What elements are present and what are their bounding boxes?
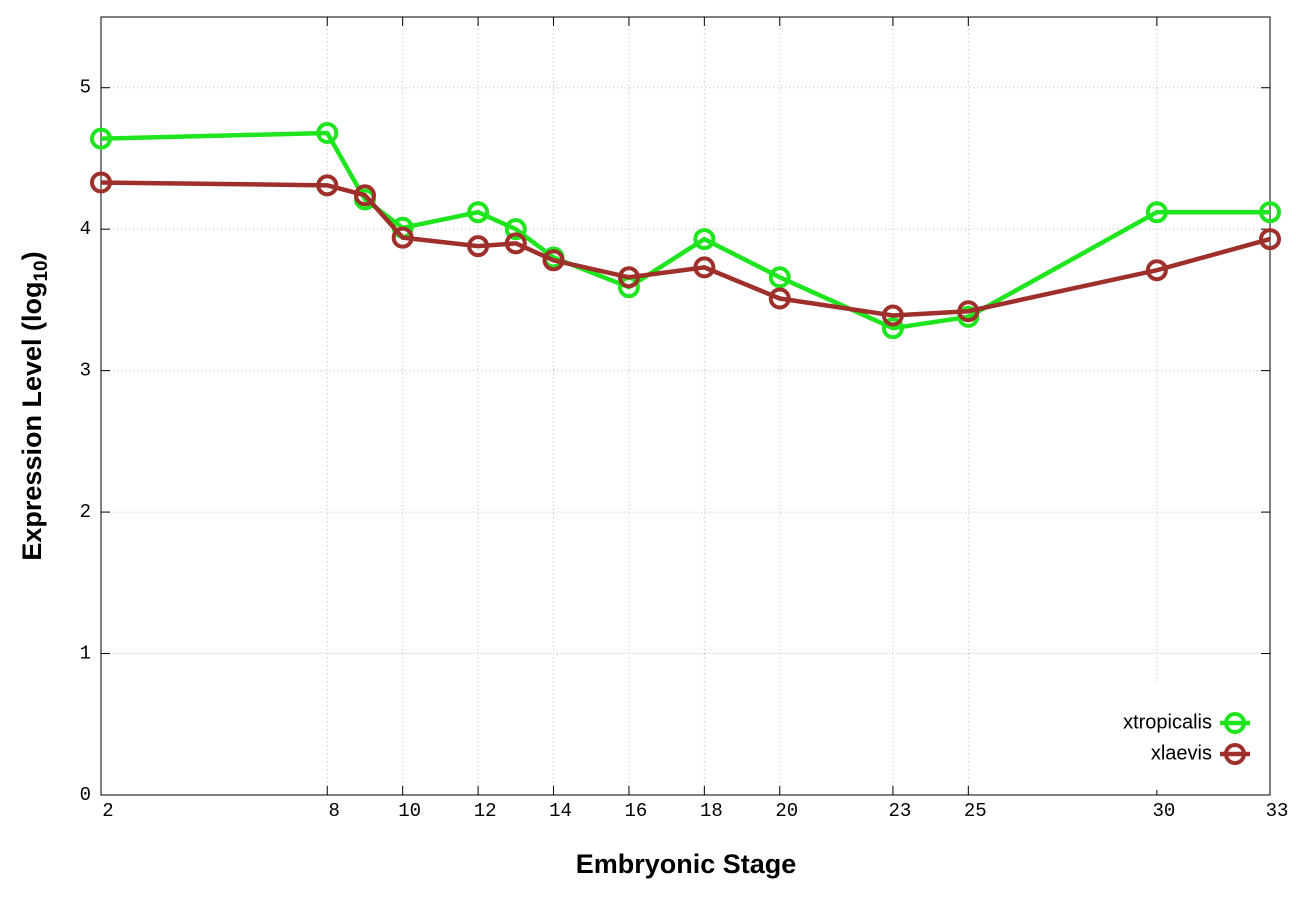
legend-background bbox=[1068, 683, 1268, 790]
y-axis-title-end: ) bbox=[17, 251, 47, 260]
legend-label: xlaevis bbox=[1151, 742, 1212, 764]
x-tick-label: 23 bbox=[888, 800, 911, 822]
y-tick-label: 4 bbox=[80, 218, 91, 240]
x-tick-label: 16 bbox=[625, 800, 648, 822]
series-marker bbox=[881, 304, 904, 327]
legend-marker bbox=[1224, 712, 1246, 734]
x-tick-label: 18 bbox=[700, 800, 723, 822]
series-marker bbox=[881, 317, 904, 340]
series-marker bbox=[467, 235, 490, 258]
series-marker bbox=[467, 201, 490, 224]
legend-marker bbox=[1224, 743, 1246, 765]
x-axis-title: Embryonic Stage bbox=[576, 849, 797, 879]
x-tick-label: 25 bbox=[964, 800, 987, 822]
x-tick-label: 8 bbox=[329, 800, 340, 822]
series-marker bbox=[90, 127, 112, 150]
series-marker bbox=[542, 249, 565, 272]
y-axis-title-subscript: 10 bbox=[31, 260, 52, 281]
series-marker bbox=[768, 266, 791, 289]
series-marker bbox=[391, 226, 414, 249]
x-tick-label: 33 bbox=[1266, 800, 1289, 822]
x-tick-label: 14 bbox=[549, 800, 572, 822]
x-tick-label: 20 bbox=[775, 800, 798, 822]
plot-border bbox=[100, 16, 1271, 796]
x-tick-label: 10 bbox=[398, 800, 421, 822]
series-marker bbox=[1259, 228, 1281, 251]
y-tick-label: 3 bbox=[80, 360, 91, 382]
x-tick-label: 12 bbox=[474, 800, 497, 822]
series-marker bbox=[316, 121, 339, 144]
series-marker bbox=[1145, 259, 1168, 282]
y-tick-label: 5 bbox=[80, 77, 91, 99]
series-marker bbox=[768, 287, 791, 310]
series-marker bbox=[1259, 201, 1281, 224]
series-marker bbox=[504, 232, 527, 255]
y-axis-title: Expression Level (log10) bbox=[17, 251, 52, 560]
series-marker bbox=[1145, 201, 1168, 224]
legend-label: xtropicalis bbox=[1123, 711, 1212, 733]
series-marker bbox=[504, 218, 527, 241]
series-marker bbox=[90, 171, 112, 194]
series-marker bbox=[316, 174, 339, 197]
y-tick-label: 0 bbox=[80, 784, 91, 806]
series-marker bbox=[617, 266, 640, 289]
series-marker bbox=[957, 300, 980, 323]
x-tick-label: 2 bbox=[102, 800, 113, 822]
y-axis-title-main: Expression Level (log bbox=[17, 282, 47, 561]
series-marker bbox=[693, 228, 716, 251]
series-marker bbox=[693, 256, 716, 279]
y-tick-label: 2 bbox=[80, 501, 91, 523]
series-marker bbox=[353, 184, 376, 207]
y-tick-label: 1 bbox=[80, 643, 91, 665]
x-tick-label: 30 bbox=[1152, 800, 1175, 822]
